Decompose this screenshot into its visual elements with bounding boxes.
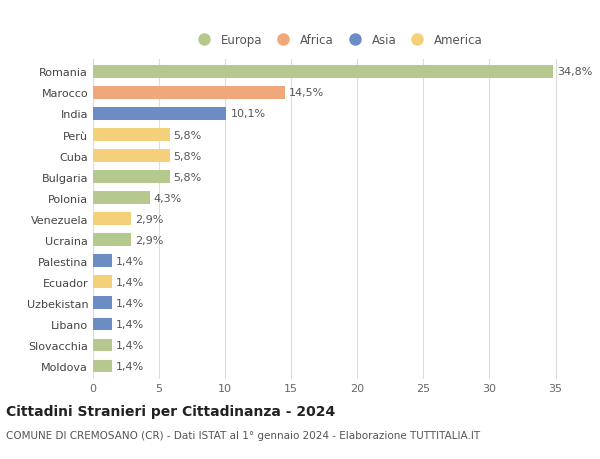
Bar	[93, 234, 131, 246]
Text: 10,1%: 10,1%	[230, 109, 266, 119]
Bar	[93, 171, 170, 184]
Bar	[93, 192, 150, 204]
Bar	[93, 276, 112, 288]
Bar	[93, 255, 112, 268]
Bar	[93, 360, 112, 372]
Text: 1,4%: 1,4%	[115, 277, 144, 287]
Bar	[93, 297, 112, 309]
Text: 34,8%: 34,8%	[557, 67, 592, 77]
Text: 14,5%: 14,5%	[289, 88, 324, 98]
Text: 1,4%: 1,4%	[115, 361, 144, 371]
Text: COMUNE DI CREMOSANO (CR) - Dati ISTAT al 1° gennaio 2024 - Elaborazione TUTTITAL: COMUNE DI CREMOSANO (CR) - Dati ISTAT al…	[6, 431, 480, 440]
Text: 4,3%: 4,3%	[154, 193, 182, 203]
Bar	[93, 129, 170, 141]
Text: 5,8%: 5,8%	[173, 151, 202, 161]
Text: 2,9%: 2,9%	[135, 214, 164, 224]
Legend: Europa, Africa, Asia, America: Europa, Africa, Asia, America	[189, 30, 486, 50]
Bar	[93, 318, 112, 330]
Text: 1,4%: 1,4%	[115, 319, 144, 329]
Bar	[93, 87, 284, 100]
Text: 5,8%: 5,8%	[173, 130, 202, 140]
Bar	[93, 213, 131, 225]
Text: Cittadini Stranieri per Cittadinanza - 2024: Cittadini Stranieri per Cittadinanza - 2…	[6, 404, 335, 419]
Text: 5,8%: 5,8%	[173, 172, 202, 182]
Text: 1,4%: 1,4%	[115, 340, 144, 350]
Bar	[93, 108, 226, 121]
Bar	[93, 66, 553, 78]
Bar	[93, 339, 112, 352]
Text: 1,4%: 1,4%	[115, 298, 144, 308]
Bar	[93, 150, 170, 162]
Text: 2,9%: 2,9%	[135, 235, 164, 245]
Text: 1,4%: 1,4%	[115, 256, 144, 266]
